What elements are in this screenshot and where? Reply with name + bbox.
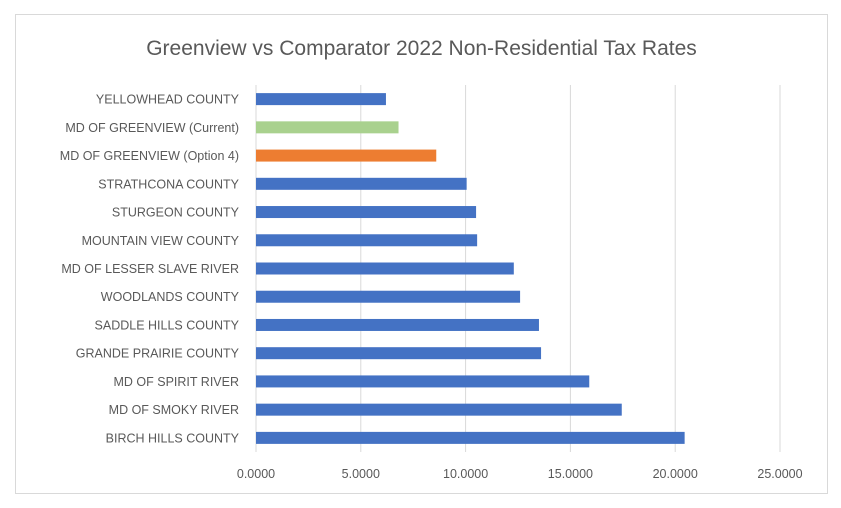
x-tick-label: 20.0000	[653, 467, 698, 481]
category-label: MD OF SMOKY RIVER	[109, 403, 239, 417]
category-label: MOUNTAIN VIEW COUNTY	[82, 234, 240, 248]
category-label: STRATHCONA COUNTY	[98, 177, 239, 191]
category-label: MD OF GREENVIEW (Current)	[65, 121, 239, 135]
x-tick-label: 15.0000	[548, 467, 593, 481]
category-label: MD OF GREENVIEW (Option 4)	[60, 149, 239, 163]
category-label: MD OF LESSER SLAVE RIVER	[61, 262, 239, 276]
chart-title: Greenview vs Comparator 2022 Non-Residen…	[146, 37, 697, 60]
bar	[256, 234, 478, 247]
category-label: STURGEON COUNTY	[112, 206, 240, 220]
x-tick-label: 5.0000	[342, 467, 380, 481]
bar	[256, 93, 386, 106]
category-label: GRANDE PRAIRIE COUNTY	[76, 347, 240, 361]
bar	[256, 262, 514, 275]
bar	[256, 177, 467, 190]
x-tick-label: 10.0000	[443, 467, 488, 481]
bar	[256, 403, 622, 416]
x-tick-label: 0.0000	[237, 467, 275, 481]
category-label: MD OF SPIRIT RIVER	[114, 375, 239, 389]
category-label: YELLOWHEAD COUNTY	[96, 93, 240, 107]
category-label: BIRCH HILLS COUNTY	[106, 431, 240, 445]
bar	[256, 347, 542, 360]
bar	[256, 431, 685, 444]
bar	[256, 318, 539, 331]
x-tick-label: 25.0000	[757, 467, 802, 481]
category-label: SADDLE HILLS COUNTY	[95, 318, 240, 332]
bar	[256, 375, 590, 388]
bar	[256, 149, 437, 162]
bar	[256, 206, 477, 219]
bar	[256, 121, 399, 134]
category-label: WOODLANDS COUNTY	[101, 290, 240, 304]
bar	[256, 290, 521, 303]
